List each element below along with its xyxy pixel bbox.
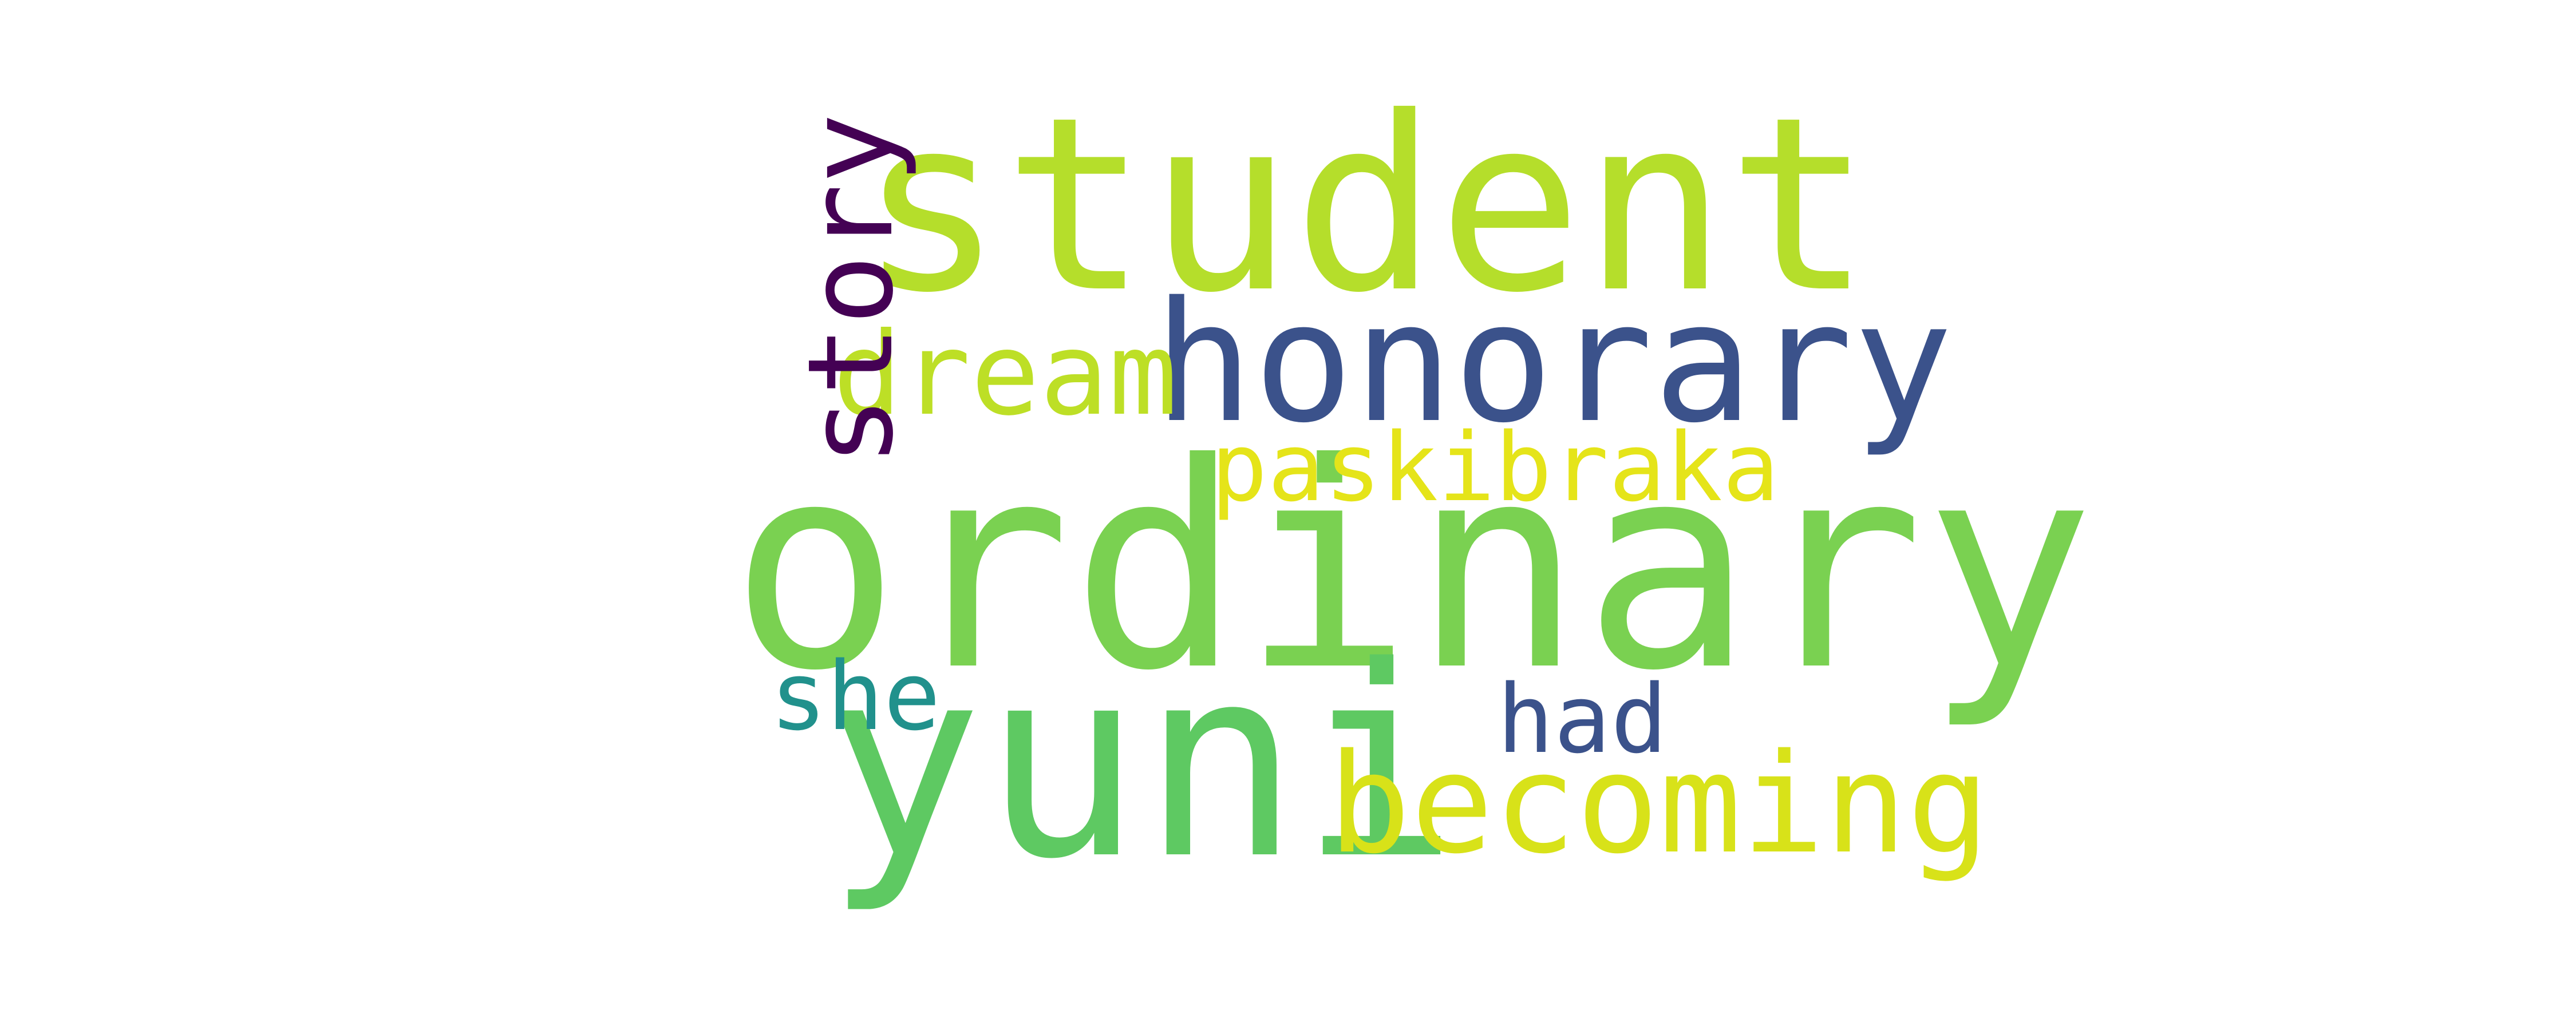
word-she: she xyxy=(770,641,941,751)
word-paskibraka: paskibraka xyxy=(1211,413,1780,522)
word-student: student xyxy=(859,66,1872,346)
word-yuni: yuni xyxy=(824,611,1459,917)
word-dream: dream xyxy=(833,308,1178,441)
word-becoming: becoming xyxy=(1328,724,1990,884)
word-had: had xyxy=(1497,664,1668,774)
word-ordinary: ordinary xyxy=(730,403,2095,732)
word-story: story xyxy=(783,113,919,466)
word-honorary: honorary xyxy=(1153,267,1953,459)
